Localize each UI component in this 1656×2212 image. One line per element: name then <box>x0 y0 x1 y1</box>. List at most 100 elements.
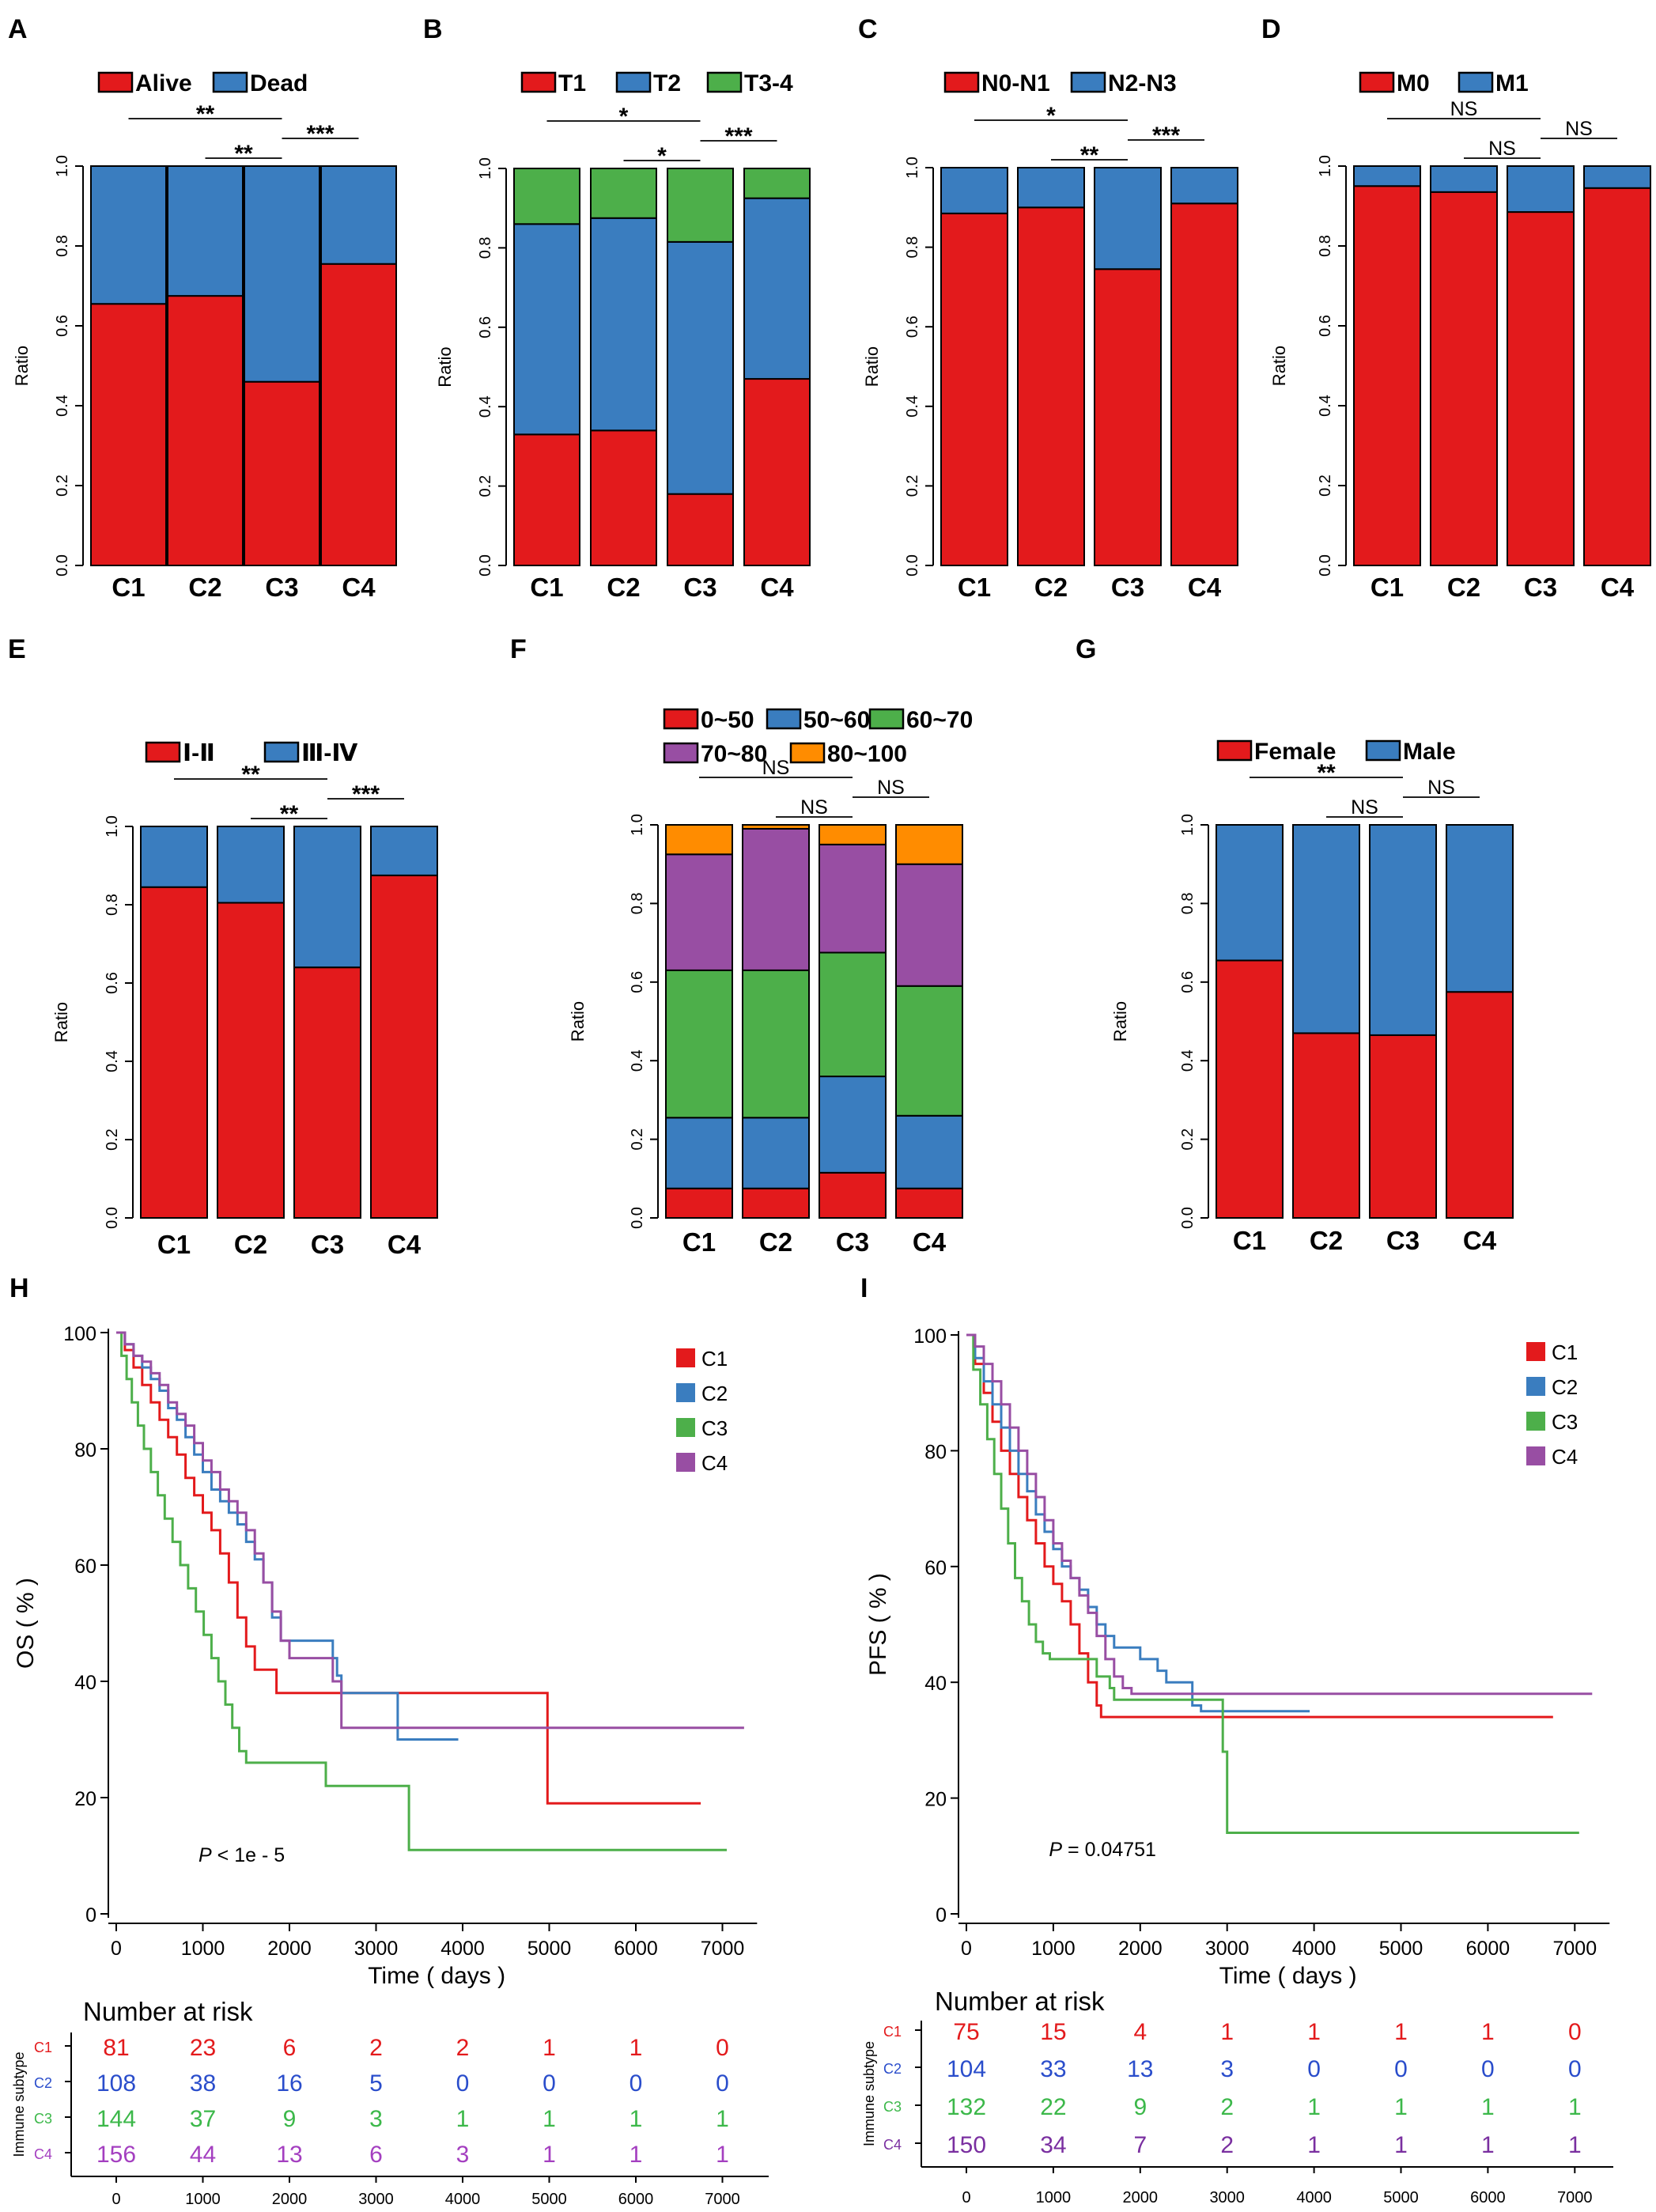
risk-count: 3 <box>456 2142 470 2168</box>
x-tick-label: C3 <box>1111 573 1144 602</box>
bar-c2-Ⅰ-Ⅱ <box>217 902 285 1219</box>
legend: Alive Dead <box>97 70 308 96</box>
significance-brackets: ** NS NS <box>1250 760 1480 819</box>
significance-label: ** <box>1317 760 1336 786</box>
significance-label: ** <box>1080 142 1099 168</box>
y-axis-title: Ratio <box>435 346 455 387</box>
legend-swatch <box>1070 71 1106 93</box>
bar-c3-Ⅰ-Ⅱ <box>293 966 361 1219</box>
bar-c2-Ⅲ-Ⅳ <box>217 826 285 904</box>
legend-swatch <box>676 1383 695 1402</box>
p-value: P < 1e - 5 <box>198 1844 285 1866</box>
significance-brackets: NS NS NS <box>699 757 929 819</box>
x-axis-title: Time ( days ) <box>368 1963 505 1989</box>
legend-label: T1 <box>558 70 586 96</box>
y-axis-title: OS ( % ) <box>13 1578 39 1669</box>
legend: C1 C2 C3 C4 <box>676 1347 728 1475</box>
legend-label: C4 <box>1552 1445 1578 1469</box>
curve-c4 <box>116 1331 744 1730</box>
risk-count: 144 <box>96 2106 136 2132</box>
risk-count: 1 <box>1307 2019 1321 2045</box>
bar-c3-Alive <box>244 380 320 567</box>
risk-count: 104 <box>947 2056 986 2082</box>
risk-table-title: Number at risk <box>935 1987 1105 2016</box>
legend-label: M0 <box>1397 70 1430 96</box>
legend-label: 60~70 <box>906 707 973 733</box>
x-tick-label: C2 <box>1034 573 1068 602</box>
legend-label: 50~60 <box>803 707 870 733</box>
y-tick-label: 0.0 <box>1179 1207 1197 1229</box>
y-tick-label: 0.2 <box>104 1129 121 1151</box>
risk-count: 34 <box>1040 2132 1066 2158</box>
significance-label: NS <box>1427 777 1455 799</box>
risk-count: 2 <box>1220 2132 1234 2158</box>
panel-label: B <box>423 14 443 44</box>
significance-label: NS <box>1450 98 1478 120</box>
legend-label: N0-N1 <box>981 70 1050 96</box>
bar-c2-N2-N3 <box>1017 167 1085 209</box>
y-tick-label: 0.4 <box>54 395 71 417</box>
risk-count: 150 <box>947 2132 986 2158</box>
legend-label: Female <box>1254 739 1336 765</box>
x-tick-label: C4 <box>913 1227 947 1257</box>
bar-c4-M0 <box>1583 187 1651 566</box>
bar-c1-M1 <box>1353 165 1421 187</box>
survival-curves <box>966 1333 1593 1834</box>
bar-c4-70~80 <box>895 863 963 987</box>
bar-c2-0~50 <box>742 1187 810 1219</box>
legend-swatch <box>1526 1412 1545 1431</box>
x-tick-label: C1 <box>1371 573 1404 602</box>
risk-x-tick-label: 5000 <box>531 2191 567 2208</box>
legend-label: Male <box>1403 739 1456 765</box>
risk-x-tick-label: 6000 <box>618 2191 654 2208</box>
x-tick-label: 4000 <box>1292 1938 1337 1960</box>
x-tick-label: C1 <box>157 1230 191 1259</box>
y-tick-label: 0.4 <box>477 395 494 418</box>
bar-c4-N2-N3 <box>1170 167 1238 205</box>
risk-row-label-c1: C1 <box>34 2040 52 2055</box>
y-tick-label: 40 <box>74 1672 96 1694</box>
bar-c4-50~60 <box>895 1114 963 1189</box>
legend-label: 70~80 <box>701 741 767 767</box>
y-tick-label: 0.8 <box>104 894 121 916</box>
risk-table-title: Number at risk <box>83 1997 253 2026</box>
legend-swatch <box>676 1418 695 1437</box>
x-tick-label: 3000 <box>354 1938 399 1960</box>
y-axis: 0.0 0.2 0.4 0.6 0.8 1.0 Ratio <box>435 157 507 577</box>
legend: C1 C2 C3 C4 <box>1526 1340 1578 1469</box>
legend-label: T3-4 <box>744 70 793 96</box>
bar-c1-T2 <box>513 223 580 436</box>
significance-brackets: NS NS NS <box>1387 98 1617 160</box>
x-tick-label: C1 <box>1233 1226 1266 1255</box>
risk-count: 3 <box>1220 2056 1234 2082</box>
risk-x-tick-label: 6000 <box>1470 2189 1506 2206</box>
legend-label: Ⅲ-Ⅳ <box>301 740 357 766</box>
y-axis-title: Ratio <box>1110 1001 1130 1042</box>
legend-swatch <box>676 1453 695 1472</box>
risk-count: 1 <box>1307 2094 1321 2120</box>
risk-count: 0 <box>1394 2056 1408 2082</box>
y-tick-label: 0.6 <box>629 971 646 993</box>
panel-label: I <box>860 1273 868 1303</box>
y-tick-label: 0.4 <box>104 1050 121 1072</box>
risk-row-label-c2: C2 <box>34 2075 52 2091</box>
bar-c3-T1 <box>667 493 734 567</box>
x-tick-label: 6000 <box>1466 1938 1510 1960</box>
legend-label: C3 <box>1552 1410 1578 1434</box>
bar-c2-Dead <box>167 165 244 297</box>
x-tick-label: C4 <box>1463 1226 1497 1255</box>
y-tick-label: 0.8 <box>54 235 71 257</box>
legend-swatch <box>97 71 134 93</box>
y-tick-label: 0.6 <box>904 316 921 338</box>
risk-count: 81 <box>103 2035 129 2061</box>
x-tick-label: C2 <box>759 1227 792 1257</box>
risk-count: 132 <box>947 2094 986 2120</box>
risk-count: 44 <box>190 2142 216 2168</box>
y-tick-label: 0 <box>936 1904 947 1927</box>
y-tick-label: 20 <box>924 1789 947 1811</box>
x-tick-label: C3 <box>1524 573 1557 602</box>
y-tick-label: 0.0 <box>477 554 494 577</box>
y-tick-label: 0.8 <box>477 236 494 259</box>
